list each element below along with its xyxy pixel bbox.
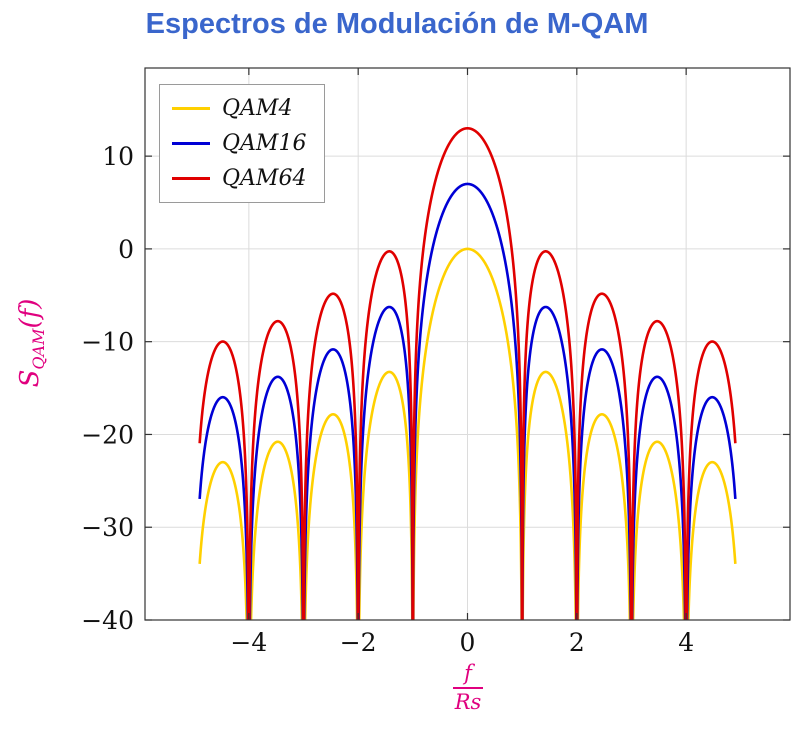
fraction-bar [453,687,483,690]
y-label-suffix: (f) [15,298,45,329]
x-tick-label: 4 [678,628,694,657]
legend-label: QAM64 [222,166,307,191]
legend-line-swatch [172,107,210,110]
x-tick-label: −4 [230,628,267,657]
x-tick-label: 2 [569,628,585,657]
y-tick-label: 0 [118,235,134,264]
chart-title: Espectros de Modulación de M-QAM [145,8,649,40]
legend-item-qam4: QAM4 [172,96,306,121]
x-label-numerator: f [464,661,472,685]
y-tick-label: −30 [81,513,134,542]
y-tick-label: −10 [81,328,134,357]
x-tick-label: 0 [460,628,476,657]
y-tick-label: −20 [81,420,134,449]
y-tick-label: −40 [81,606,134,635]
legend-line-swatch [172,142,210,145]
y-axis-label: SQAM(f) [13,261,49,425]
legend-item-qam64: QAM64 [172,166,306,191]
x-tick-label: −2 [340,628,377,657]
x-axis-label: f Rs [427,661,509,715]
y-label-base: S [15,369,45,388]
legend: QAM4 QAM16 QAM64 [159,84,326,203]
y-label-subscript: QAM [29,328,49,370]
legend-item-qam16: QAM16 [172,131,306,156]
y-tick-label: 10 [102,142,134,171]
legend-label: QAM16 [222,131,307,156]
legend-label: QAM4 [222,96,293,121]
legend-line-swatch [172,177,210,180]
x-label-denominator: Rs [454,690,482,715]
